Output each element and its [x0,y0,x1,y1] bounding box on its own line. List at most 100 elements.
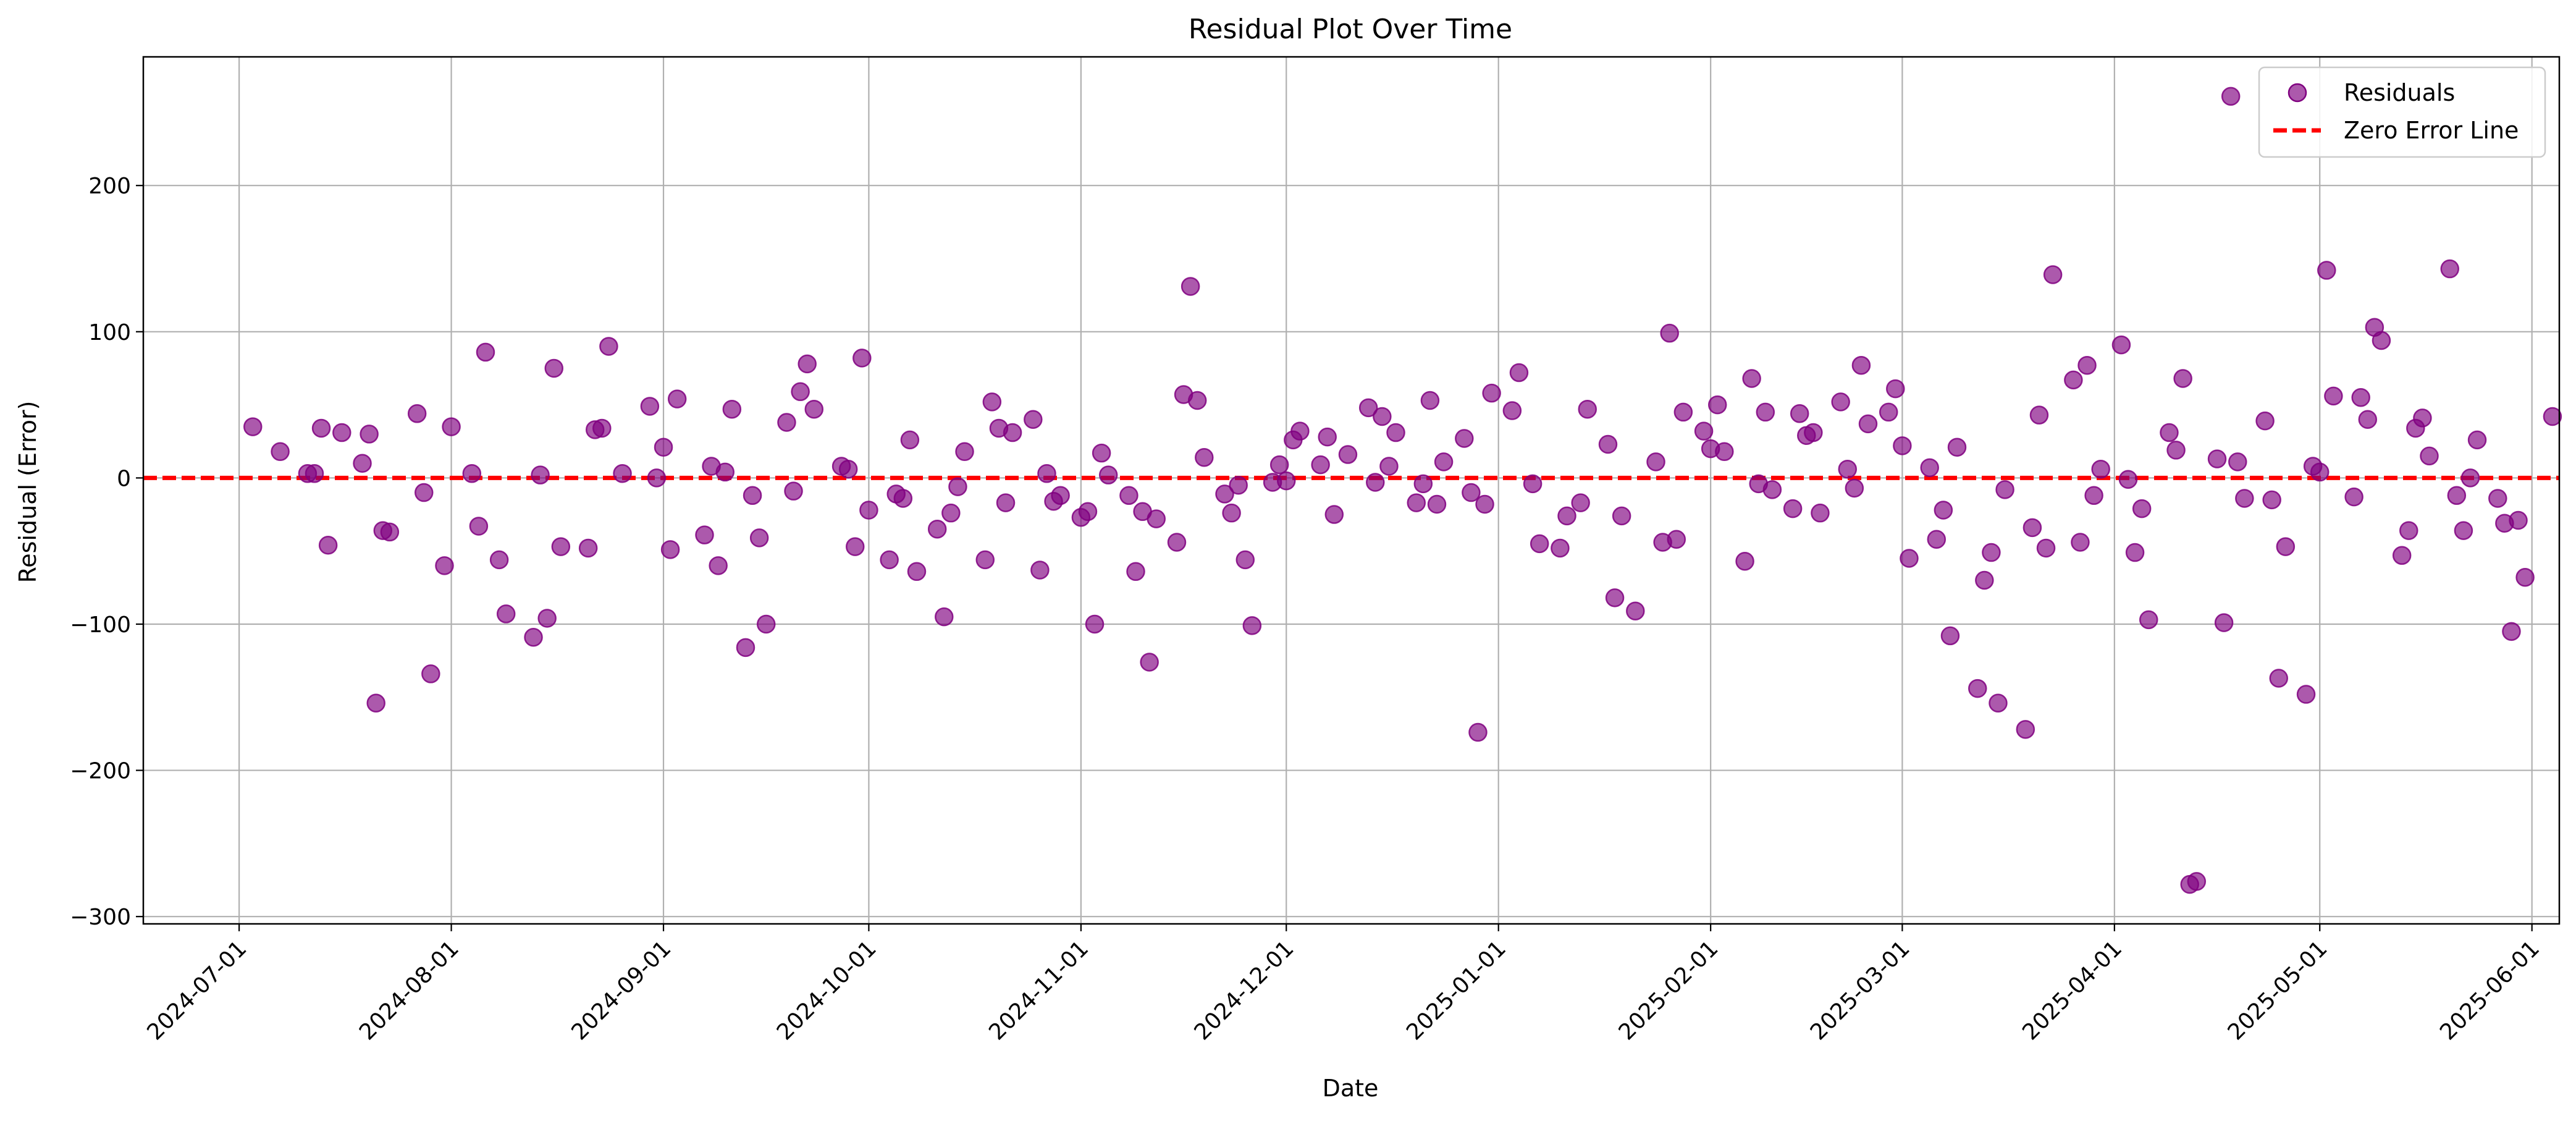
residual-point [2071,533,2090,552]
residual-point [592,418,612,438]
residual-point [1092,443,1111,463]
residual-point [407,404,427,423]
residual-point [2447,486,2467,506]
residual-point [2228,452,2247,472]
residual-point [2543,407,2562,426]
residual-point [1756,402,1775,422]
residual-point [243,417,263,436]
legend-residuals-marker [2288,83,2307,103]
residual-point [1140,653,1159,672]
residual-point [2440,259,2459,279]
residual-point [1605,588,1625,607]
y-tick-label: −100 [70,612,131,638]
residual-point [2173,369,2192,388]
residual-point [2344,487,2363,507]
residual-point [1523,474,1543,494]
residual-point [927,519,947,539]
plot-frame [142,56,2561,925]
residual-point [1845,478,1864,498]
residual-point [305,464,324,483]
residual-point [996,493,1016,512]
residual-point [2077,355,2097,375]
residual-point [1982,543,2001,562]
residual-point [1242,616,1262,635]
residual-point [955,442,974,462]
residual-point [2467,430,2487,450]
residual-point [1235,550,1255,570]
residual-point [2488,489,2507,508]
residual-point [1947,438,1967,457]
residual-point [524,628,543,647]
residual-point [2091,459,2110,479]
residual-point [318,535,338,555]
residual-point [1462,483,1481,502]
residual-point [2324,386,2343,406]
residual-point [1147,509,1166,528]
residual-point [1509,363,1529,383]
residual-point [1379,457,1399,476]
residual-point [2262,490,2281,510]
residual-point [1742,369,1761,388]
residual-point [1940,626,1960,646]
residual-point [2166,441,2186,460]
residual-point [935,607,954,627]
residual-point [380,522,400,542]
residual-point [722,399,742,419]
residual-point [1995,480,2014,499]
residual-points [243,87,2562,894]
residual-point [784,481,803,501]
residual-point [948,477,967,496]
residual-point [2372,331,2391,350]
residual-point [2139,610,2158,630]
residual-point [1660,323,1679,343]
residual-point [1078,502,1098,522]
residual-point [2036,538,2056,558]
residual-point [2235,489,2254,508]
residual-point [2187,872,2207,891]
residual-point [640,397,660,416]
residual-point [893,489,913,508]
residual-point [2064,370,2083,390]
residual-point [1037,464,1056,483]
residual-point [421,664,440,683]
residual-point [1455,429,1474,448]
residual-point [1762,480,1782,499]
residual-point [1920,458,1939,478]
residual-point [1366,473,1385,492]
residual-point [1024,410,1043,429]
residual-point [907,562,927,582]
residual-point [2207,449,2227,468]
residual-point [975,550,995,570]
residual-point [1694,421,1714,441]
residual-point [1927,530,1947,549]
residual-point [1790,404,1809,423]
residual-point [2022,518,2042,538]
residual-point [2160,423,2179,442]
residual-point [941,503,961,523]
residual-point [804,399,824,419]
residual-point [1851,355,1871,375]
residual-point [2515,568,2535,587]
residual-point [647,468,667,488]
residual-point [2016,720,2035,739]
residual-point [743,486,762,506]
residual-point [798,354,817,374]
residual-point [2043,265,2063,284]
residual-point [2029,405,2049,425]
residual-point [1811,503,1830,523]
residual-point [271,442,290,462]
residual-point [1715,442,1734,462]
residual-point [2351,388,2370,407]
residual-point [415,483,434,502]
residual-point [2413,408,2432,428]
residual-point [1551,538,1570,558]
residual-point [2502,622,2521,641]
residual-point [442,417,461,436]
legend-residuals-label: Residuals [2344,79,2455,106]
legend-box [2258,66,2546,158]
residual-point [1311,455,1330,475]
residual-point [1468,722,1488,742]
residual-point [654,438,673,457]
residual-point [332,423,351,442]
